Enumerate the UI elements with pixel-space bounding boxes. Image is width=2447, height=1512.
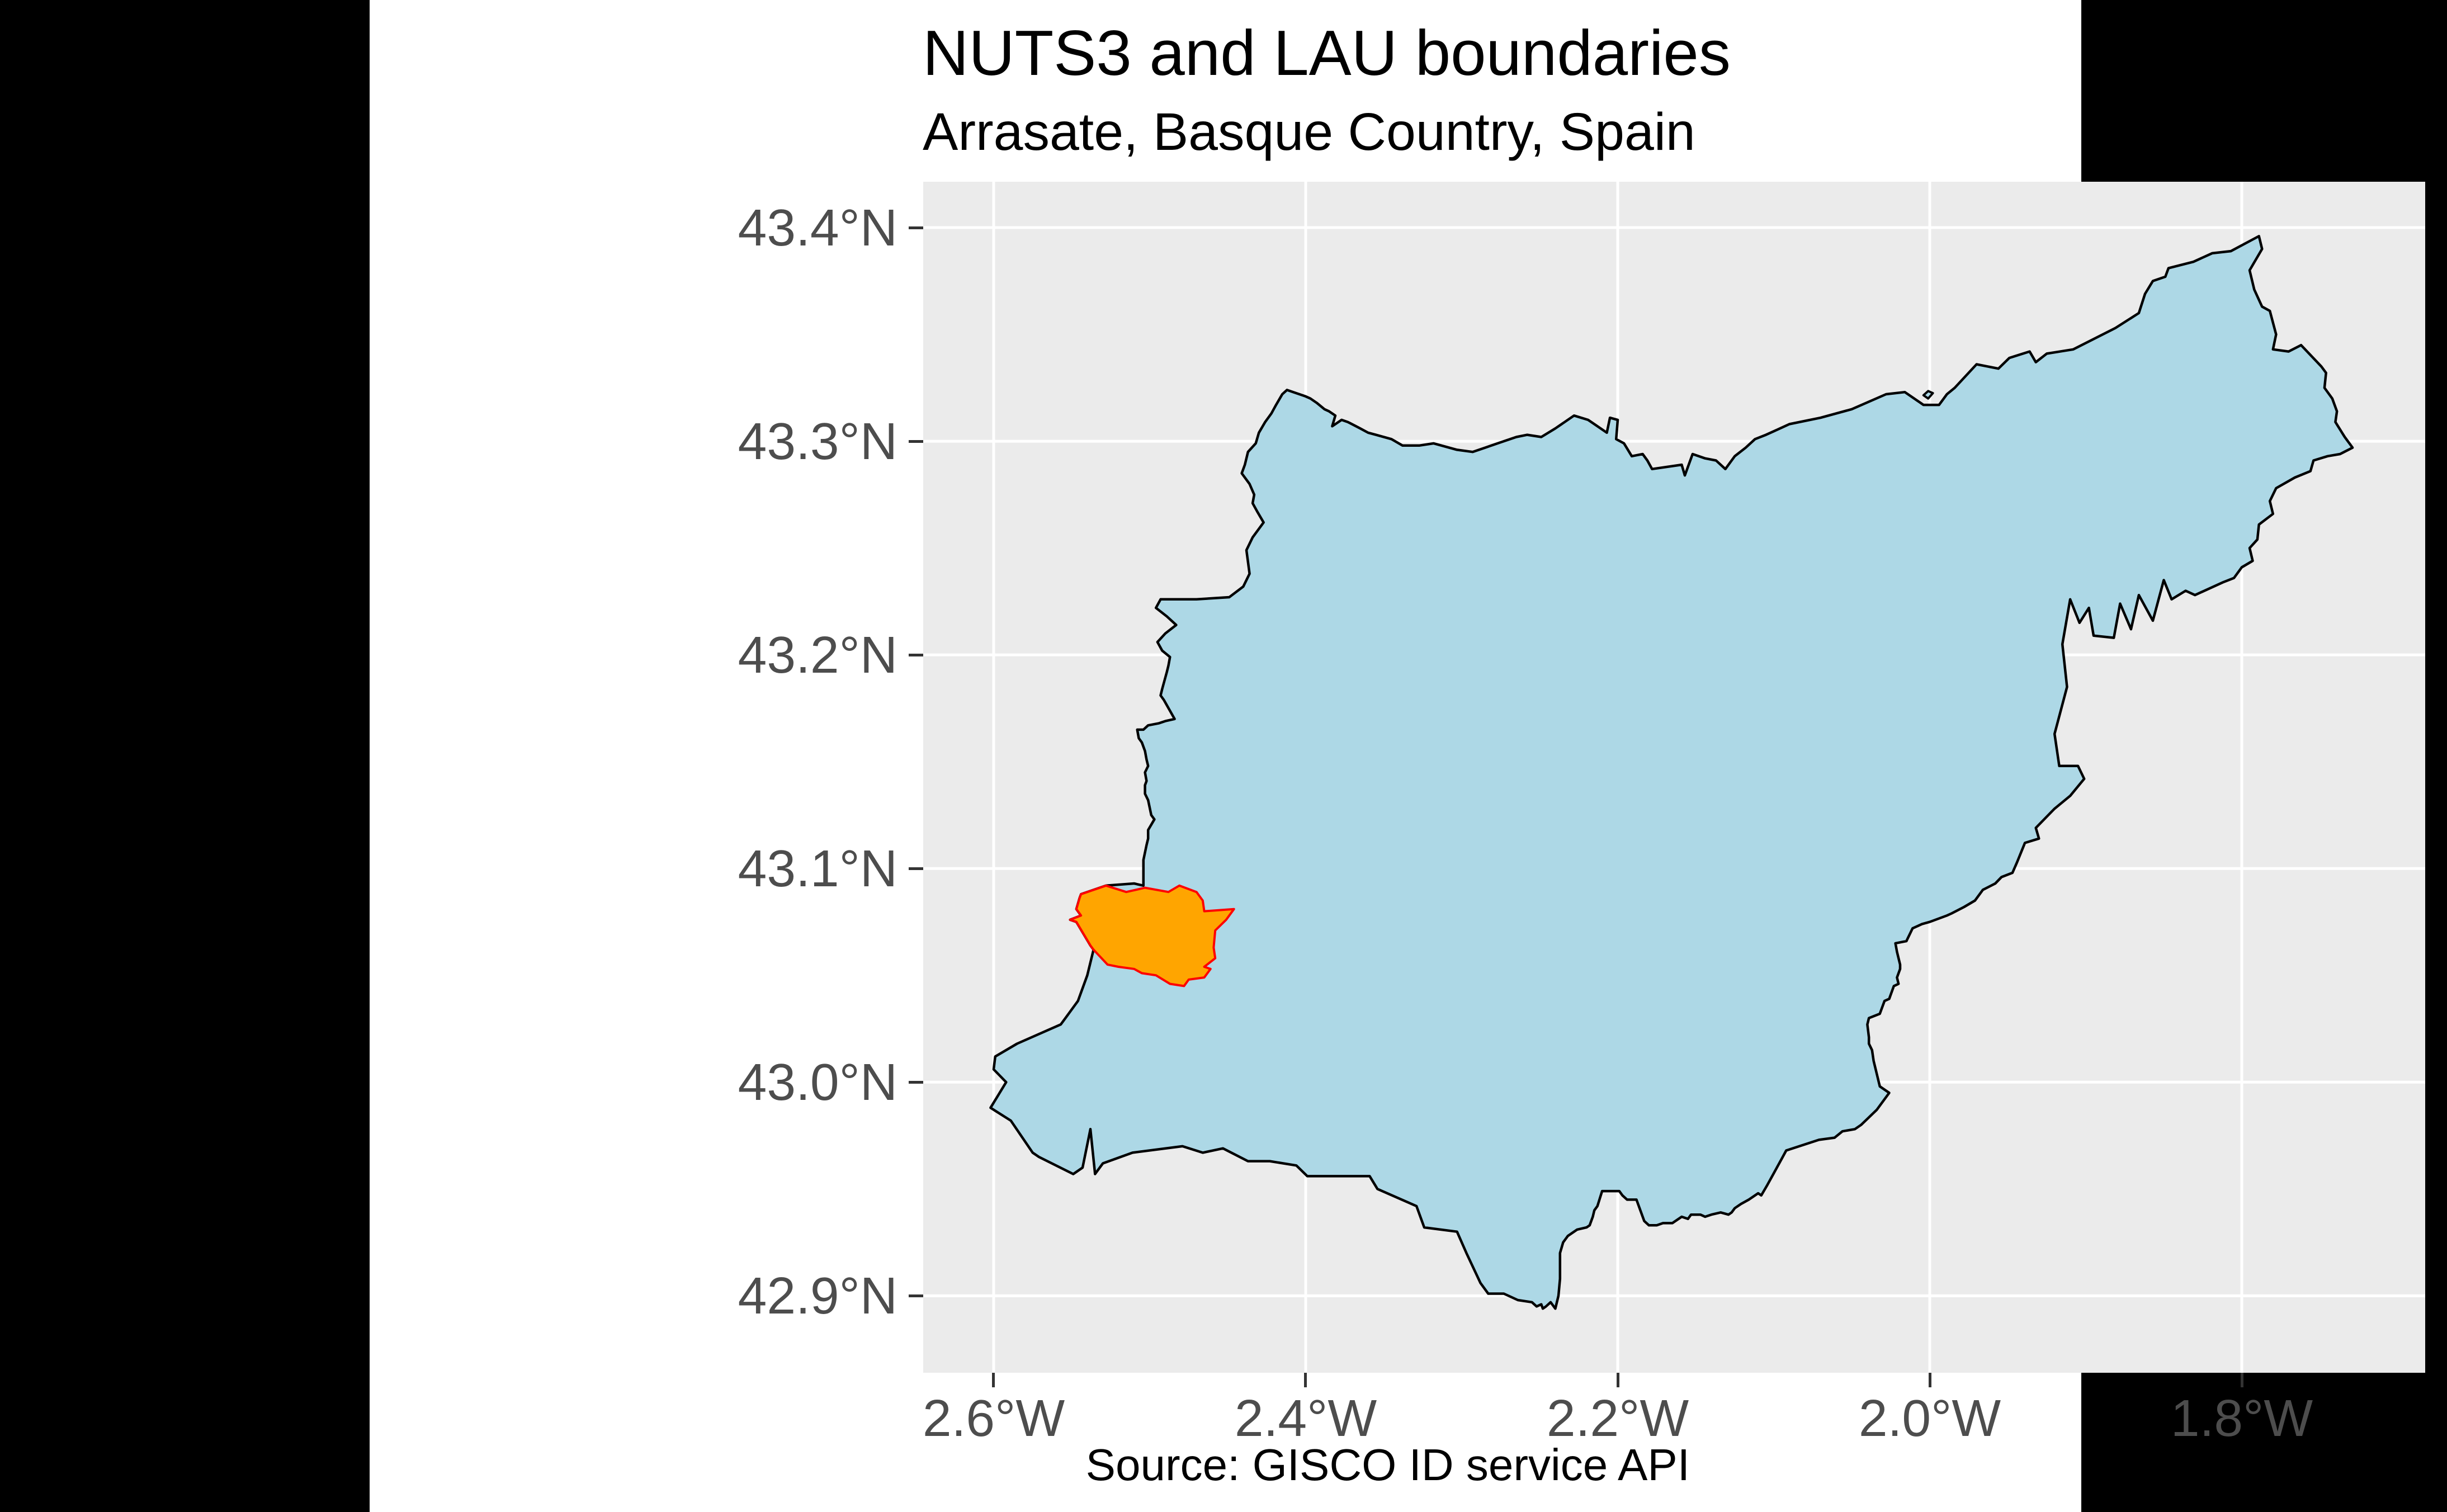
x-tick-label: 1.8°W <box>2170 1389 2313 1447</box>
y-tick-mark <box>909 653 923 656</box>
y-tick-label: 43.2°N <box>738 626 897 684</box>
y-tick-label: 42.9°N <box>738 1267 897 1325</box>
x-tick-label: 2.4°W <box>1234 1389 1377 1447</box>
y-tick-mark <box>909 867 923 870</box>
plot-subtitle: Arrasate, Basque Country, Spain <box>923 102 1695 162</box>
small-island-polygon <box>1922 390 1934 400</box>
y-tick-mark <box>909 1294 923 1297</box>
x-tick-mark <box>992 1373 995 1387</box>
x-tick-label: 2.2°W <box>1546 1389 1689 1447</box>
y-tick-mark <box>909 440 923 443</box>
nuts3-region-polygon <box>989 235 2354 1310</box>
y-tick-mark <box>909 1080 923 1084</box>
x-tick-label: 2.0°W <box>1858 1389 2001 1447</box>
x-tick-mark <box>1928 1373 1931 1387</box>
map-panel <box>923 182 2425 1373</box>
x-tick-mark <box>2240 1373 2243 1387</box>
y-tick-mark <box>909 226 923 229</box>
x-tick-label: 2.6°W <box>922 1389 1065 1447</box>
y-tick-label: 43.3°N <box>738 412 897 471</box>
y-tick-label: 43.1°N <box>738 839 897 898</box>
x-tick-mark <box>1616 1373 1619 1387</box>
lau-arrasate-polygon <box>1069 884 1235 987</box>
y-tick-label: 43.4°N <box>738 199 897 257</box>
figure-canvas: NUTS3 and LAU boundaries Arrasate, Basqu… <box>370 0 2425 1512</box>
map-svg <box>923 182 2425 1373</box>
x-tick-mark <box>1304 1373 1307 1387</box>
plot-caption: Source: GISCO ID service API <box>1085 1440 1690 1490</box>
plot-title: NUTS3 and LAU boundaries <box>923 18 1731 89</box>
y-tick-label: 43.0°N <box>738 1053 897 1112</box>
